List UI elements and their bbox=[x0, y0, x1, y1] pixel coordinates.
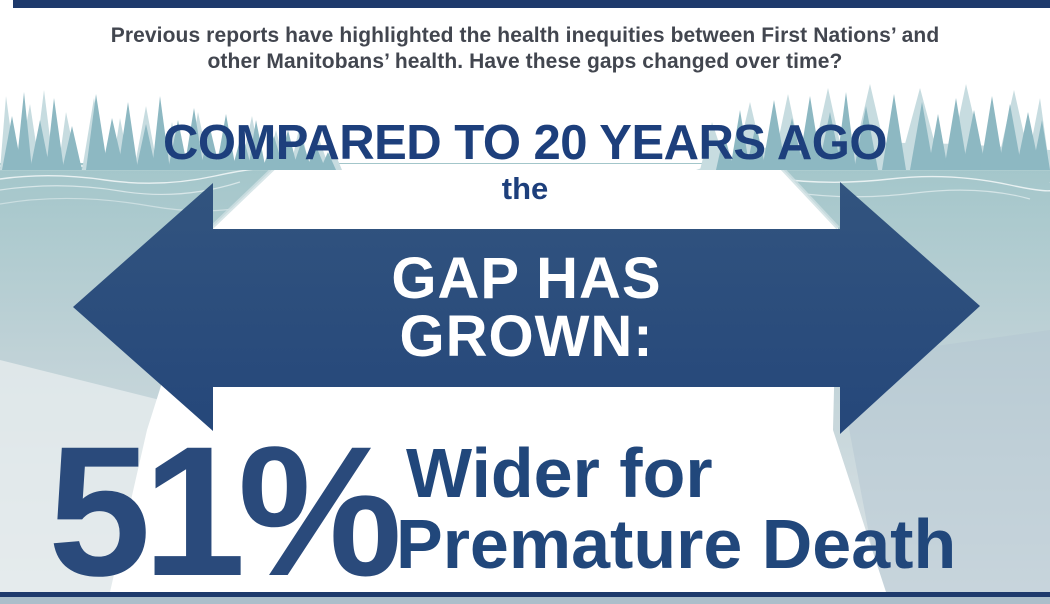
footer-strip bbox=[0, 597, 1050, 604]
intro-line-1: Previous reports have highlighted the he… bbox=[110, 24, 940, 47]
arrow-banner-line-2: GROWN: bbox=[399, 304, 654, 369]
intro-line-2: other Manitobans’ health. Have these gap… bbox=[207, 49, 843, 73]
grass-right-icon bbox=[696, 84, 1050, 170]
stat-value: 51% bbox=[48, 409, 402, 604]
top-accent-bar bbox=[13, 0, 1050, 8]
footer-accent-line bbox=[0, 592, 1050, 597]
stat-label-line-2: Premature Death bbox=[396, 505, 957, 583]
intro-paragraph: Previous reports have highlighted the he… bbox=[0, 23, 1050, 74]
stat-label-line-1: Wider for bbox=[406, 434, 713, 512]
arrow-banner-line-1: GAP HAS bbox=[391, 246, 662, 311]
connector-the: the bbox=[501, 171, 549, 206]
arrow-banner-text: GAP HAS GROWN: bbox=[213, 229, 840, 387]
double-arrow-icon bbox=[73, 182, 980, 434]
grass-left-icon bbox=[0, 90, 342, 170]
headline-compared: COMPARED TO 20 YEARS AGO bbox=[162, 116, 888, 170]
stat-label: Wider for Premature Death bbox=[396, 438, 956, 580]
